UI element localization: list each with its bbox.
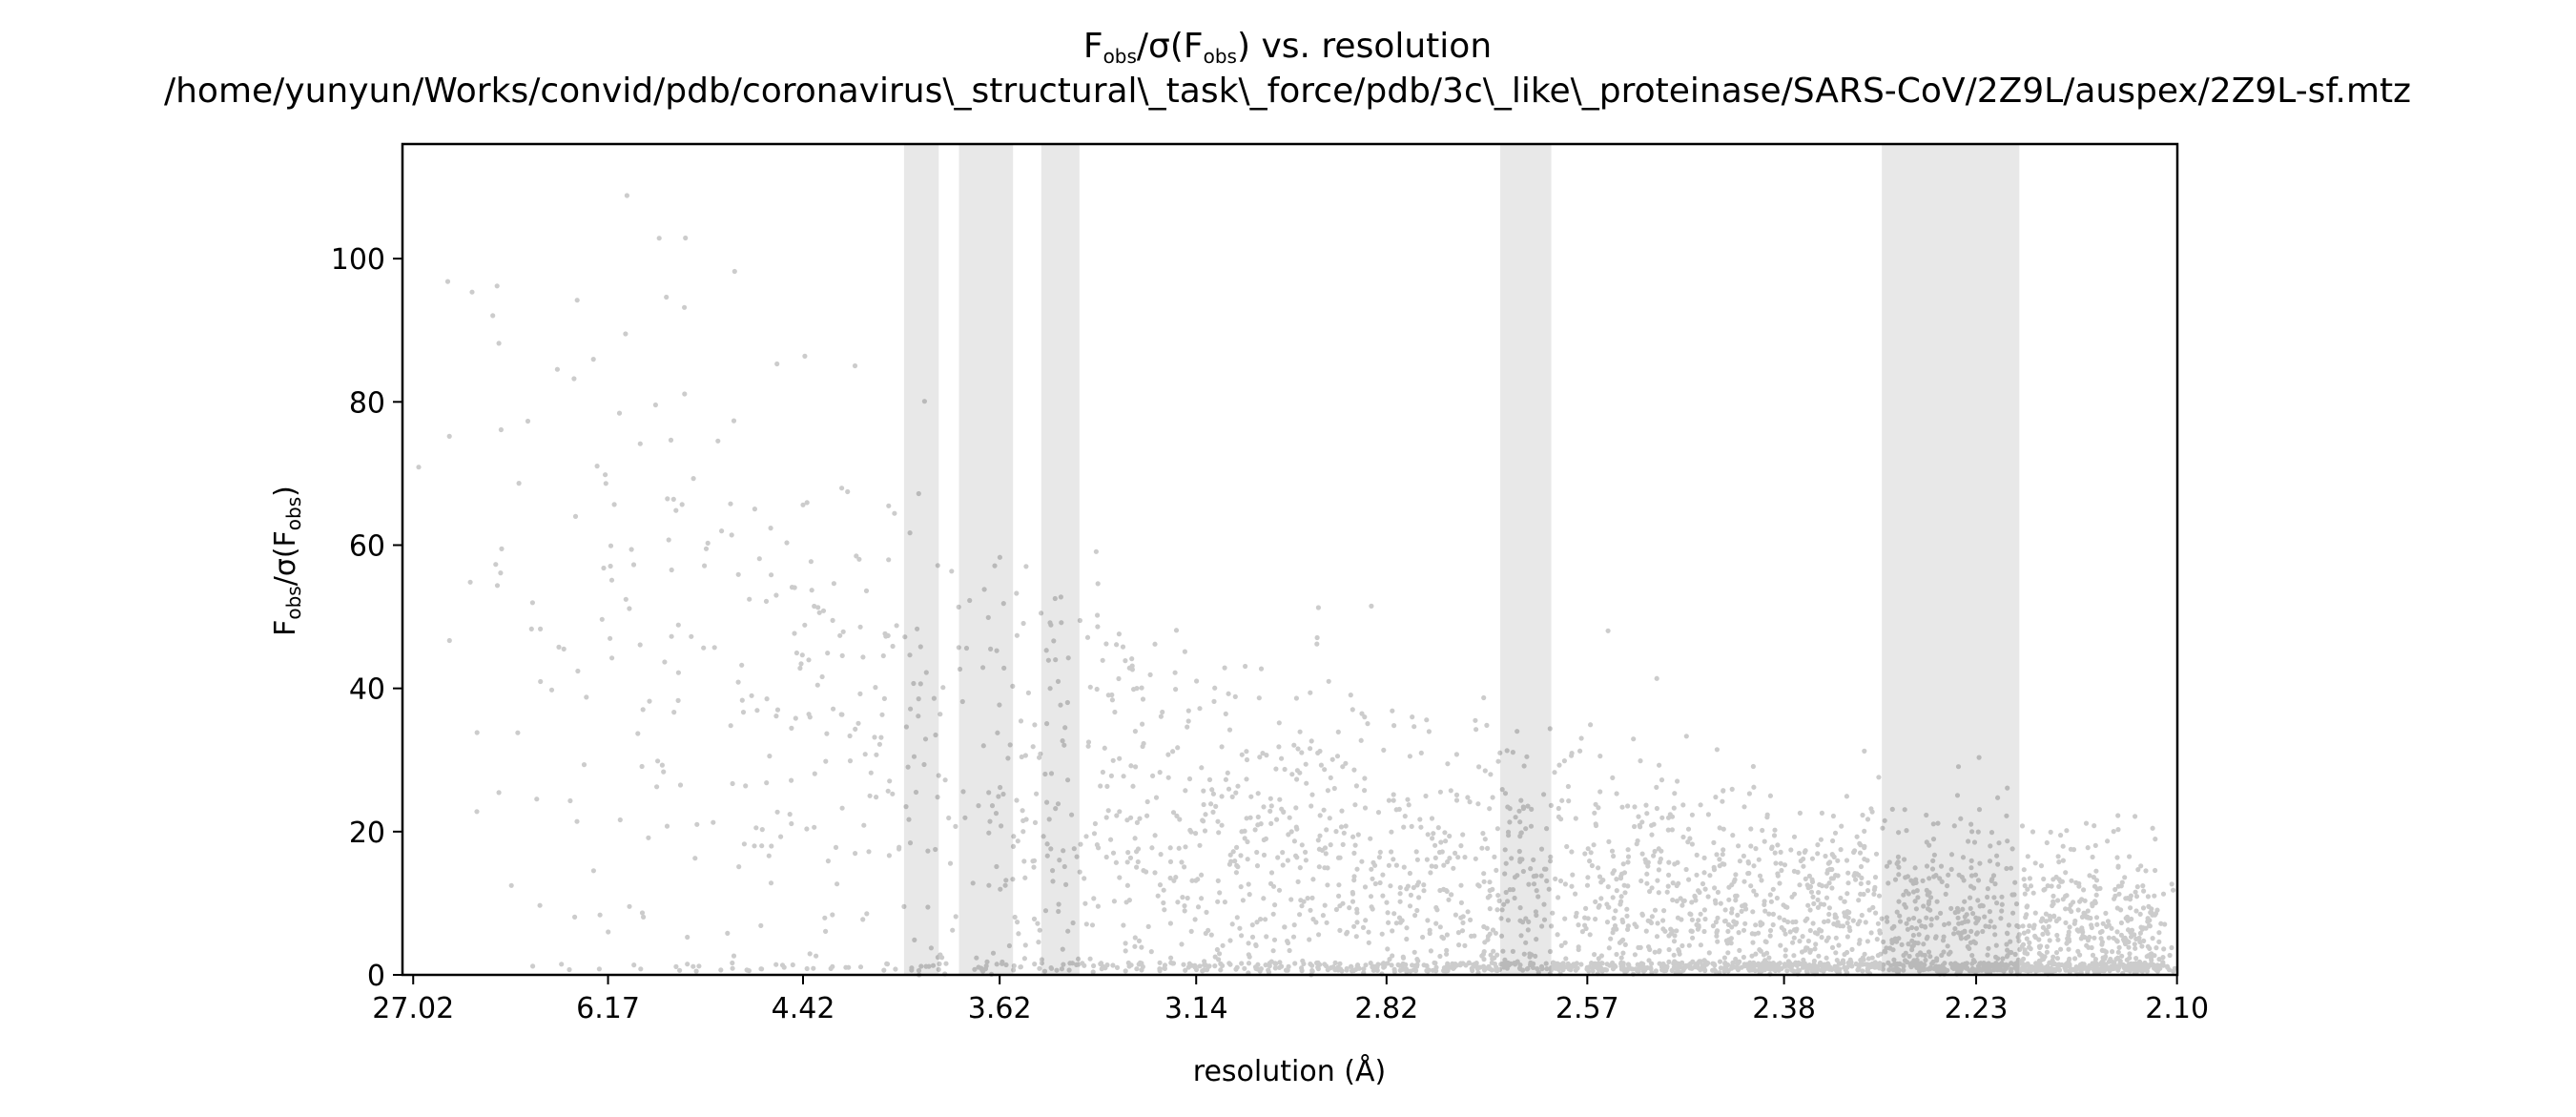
y-tick-label: 60 <box>349 529 385 563</box>
y-tick-label: 0 <box>367 960 385 993</box>
chart-title: Fobs/σ(Fobs) vs. resolution /home/yunyun… <box>164 27 2411 111</box>
x-tick-label: 3.62 <box>968 992 1032 1025</box>
y-tick-label: 100 <box>331 243 385 277</box>
plot-frame <box>401 142 2179 977</box>
x-tick-label: 2.10 <box>2145 992 2209 1025</box>
x-tick-label: 2.23 <box>1945 992 2009 1025</box>
x-tick-label: 4.42 <box>772 992 835 1025</box>
shaded-band <box>958 144 1014 975</box>
shaded-band <box>1041 144 1080 975</box>
y-axis-label: Fobs/σ(Fobs) <box>269 486 305 636</box>
y-tick-label: 20 <box>349 817 385 850</box>
shaded-regions <box>903 144 2020 975</box>
x-tick-label: 2.82 <box>1354 992 1418 1025</box>
y-tick-label: 40 <box>349 673 385 707</box>
x-tick-label: 6.17 <box>576 992 640 1025</box>
plot-border <box>401 142 2179 977</box>
x-tick-label: 2.38 <box>1752 992 1816 1025</box>
shaded-band <box>1500 144 1552 975</box>
y-axis-ticks: 0 20 40 60 80 100 <box>331 243 402 993</box>
scatter-points <box>416 193 2177 978</box>
x-tick-label: 2.57 <box>1556 992 1619 1025</box>
scatter-point <box>416 193 2177 978</box>
x-tick-label: 3.14 <box>1164 992 1228 1025</box>
y-tick-label: 80 <box>349 386 385 420</box>
x-tick-label: 27.02 <box>372 992 454 1025</box>
x-axis-ticks: 27.02 6.17 4.42 3.62 3.14 2.82 2.57 2.38 2.23 2.1… <box>372 975 2209 1025</box>
chart-title-line1: Fobs/σ(Fobs) vs. resolution <box>1083 27 1492 68</box>
shaded-band <box>903 144 939 975</box>
chart-title-line2: /home/yunyun/Works/convid/pdb/coronaviru… <box>164 72 2411 111</box>
x-axis-label: resolution (Å) <box>1193 1054 1386 1088</box>
shaded-band <box>1882 144 2020 975</box>
